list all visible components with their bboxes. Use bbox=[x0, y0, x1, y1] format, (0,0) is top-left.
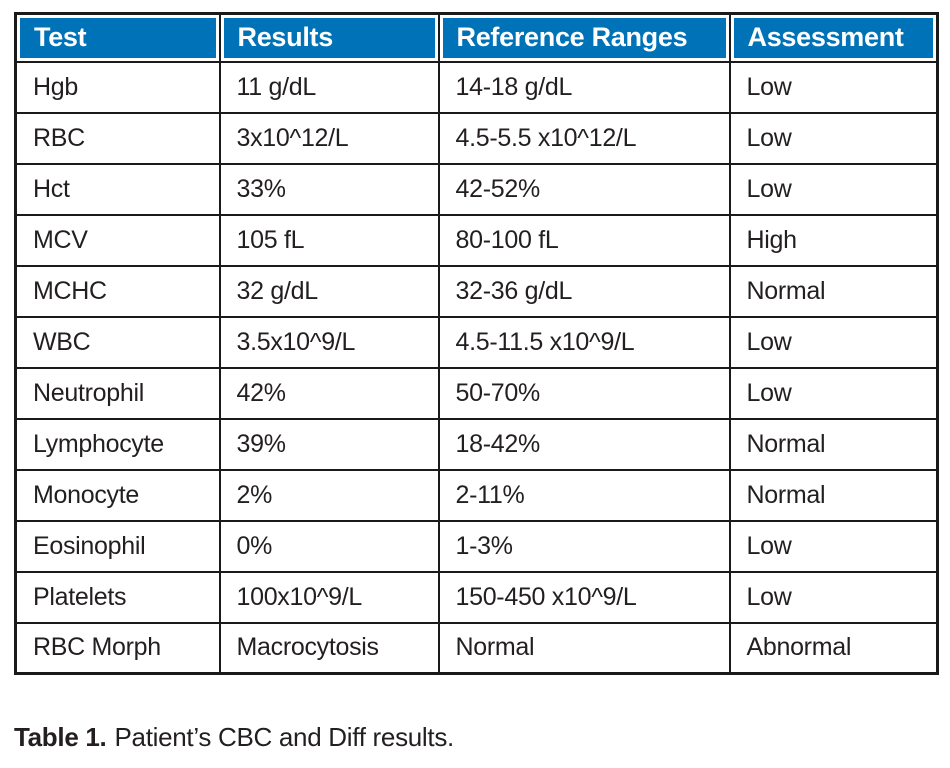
cell-result: 33% bbox=[218, 162, 440, 216]
cell-assessment: Abnormal bbox=[728, 621, 939, 675]
cell-test: Hgb bbox=[14, 60, 221, 114]
cell-reference-range: 42-52% bbox=[437, 162, 731, 216]
table-row-rbc-morph: RBC Morph Macrocytosis Normal Abnormal bbox=[14, 621, 939, 675]
cell-result: Macrocytosis bbox=[218, 621, 440, 675]
cell-reference-range: 50-70% bbox=[437, 366, 731, 420]
cell-assessment: Low bbox=[728, 60, 939, 114]
table-row-lymphocyte: Lymphocyte 39% 18-42% Normal bbox=[14, 417, 939, 471]
table-row-mchc: MCHC 32 g/dL 32-36 g/dL Normal bbox=[14, 264, 939, 318]
table-row-monocyte: Monocyte 2% 2-11% Normal bbox=[14, 468, 939, 522]
cell-result: 3x10^12/L bbox=[218, 111, 440, 165]
cell-reference-range: 4.5-11.5 x10^9/L bbox=[437, 315, 731, 369]
cell-test: WBC bbox=[14, 315, 221, 369]
cell-reference-range: Normal bbox=[437, 621, 731, 675]
cell-result: 42% bbox=[218, 366, 440, 420]
table-row-mcv: MCV 105 fL 80-100 fL High bbox=[14, 213, 939, 267]
table-row-hgb: Hgb 11 g/dL 14-18 g/dL Low bbox=[14, 60, 939, 114]
cell-assessment: Low bbox=[728, 519, 939, 573]
cell-test: Lymphocyte bbox=[14, 417, 221, 471]
cell-test: Platelets bbox=[14, 570, 221, 624]
cell-assessment: Normal bbox=[728, 417, 939, 471]
cell-reference-range: 2-11% bbox=[437, 468, 731, 522]
cell-assessment: High bbox=[728, 213, 939, 267]
column-header-test: Test bbox=[14, 12, 221, 63]
header-row: Test Results Reference Ranges Assessment bbox=[14, 12, 939, 63]
cell-test: MCHC bbox=[14, 264, 221, 318]
cell-test: RBC Morph bbox=[14, 621, 221, 675]
cbc-results-table: Test Results Reference Ranges Assessment… bbox=[14, 12, 939, 675]
table-caption-text: Patient’s CBC and Diff results. bbox=[114, 722, 455, 752]
cell-result: 11 g/dL bbox=[218, 60, 440, 114]
cell-reference-range: 18-42% bbox=[437, 417, 731, 471]
column-header-assessment: Assessment bbox=[728, 12, 939, 63]
cell-assessment: Low bbox=[728, 315, 939, 369]
table-caption: Table 1. Patient’s CBC and Diff results. bbox=[14, 722, 454, 753]
table-row-wbc: WBC 3.5x10^9/L 4.5-11.5 x10^9/L Low bbox=[14, 315, 939, 369]
cell-test: Monocyte bbox=[14, 468, 221, 522]
cell-test: Hct bbox=[14, 162, 221, 216]
column-header-results: Results bbox=[218, 12, 440, 63]
cell-test: MCV bbox=[14, 213, 221, 267]
table-row-hct: Hct 33% 42-52% Low bbox=[14, 162, 939, 216]
cell-test: Neutrophil bbox=[14, 366, 221, 420]
cell-result: 105 fL bbox=[218, 213, 440, 267]
cell-result: 39% bbox=[218, 417, 440, 471]
cell-test: Eosinophil bbox=[14, 519, 221, 573]
cell-test: RBC bbox=[14, 111, 221, 165]
table-caption-label: Table 1. bbox=[14, 722, 107, 752]
cell-assessment: Low bbox=[728, 366, 939, 420]
cell-reference-range: 150-450 x10^9/L bbox=[437, 570, 731, 624]
cell-reference-range: 1-3% bbox=[437, 519, 731, 573]
table-row-eosinophil: Eosinophil 0% 1-3% Low bbox=[14, 519, 939, 573]
cell-reference-range: 32-36 g/dL bbox=[437, 264, 731, 318]
cell-assessment: Low bbox=[728, 111, 939, 165]
cell-reference-range: 80-100 fL bbox=[437, 213, 731, 267]
cell-result: 2% bbox=[218, 468, 440, 522]
table-row-neutrophil: Neutrophil 42% 50-70% Low bbox=[14, 366, 939, 420]
cell-result: 32 g/dL bbox=[218, 264, 440, 318]
cell-assessment: Low bbox=[728, 570, 939, 624]
cell-assessment: Normal bbox=[728, 264, 939, 318]
cell-assessment: Normal bbox=[728, 468, 939, 522]
cell-result: 0% bbox=[218, 519, 440, 573]
cell-reference-range: 4.5-5.5 x10^12/L bbox=[437, 111, 731, 165]
cell-reference-range: 14-18 g/dL bbox=[437, 60, 731, 114]
column-header-reference-ranges: Reference Ranges bbox=[437, 12, 731, 63]
cell-assessment: Low bbox=[728, 162, 939, 216]
cell-result: 3.5x10^9/L bbox=[218, 315, 440, 369]
table-row-rbc: RBC 3x10^12/L 4.5-5.5 x10^12/L Low bbox=[14, 111, 939, 165]
cell-result: 100x10^9/L bbox=[218, 570, 440, 624]
table-row-platelets: Platelets 100x10^9/L 150-450 x10^9/L Low bbox=[14, 570, 939, 624]
